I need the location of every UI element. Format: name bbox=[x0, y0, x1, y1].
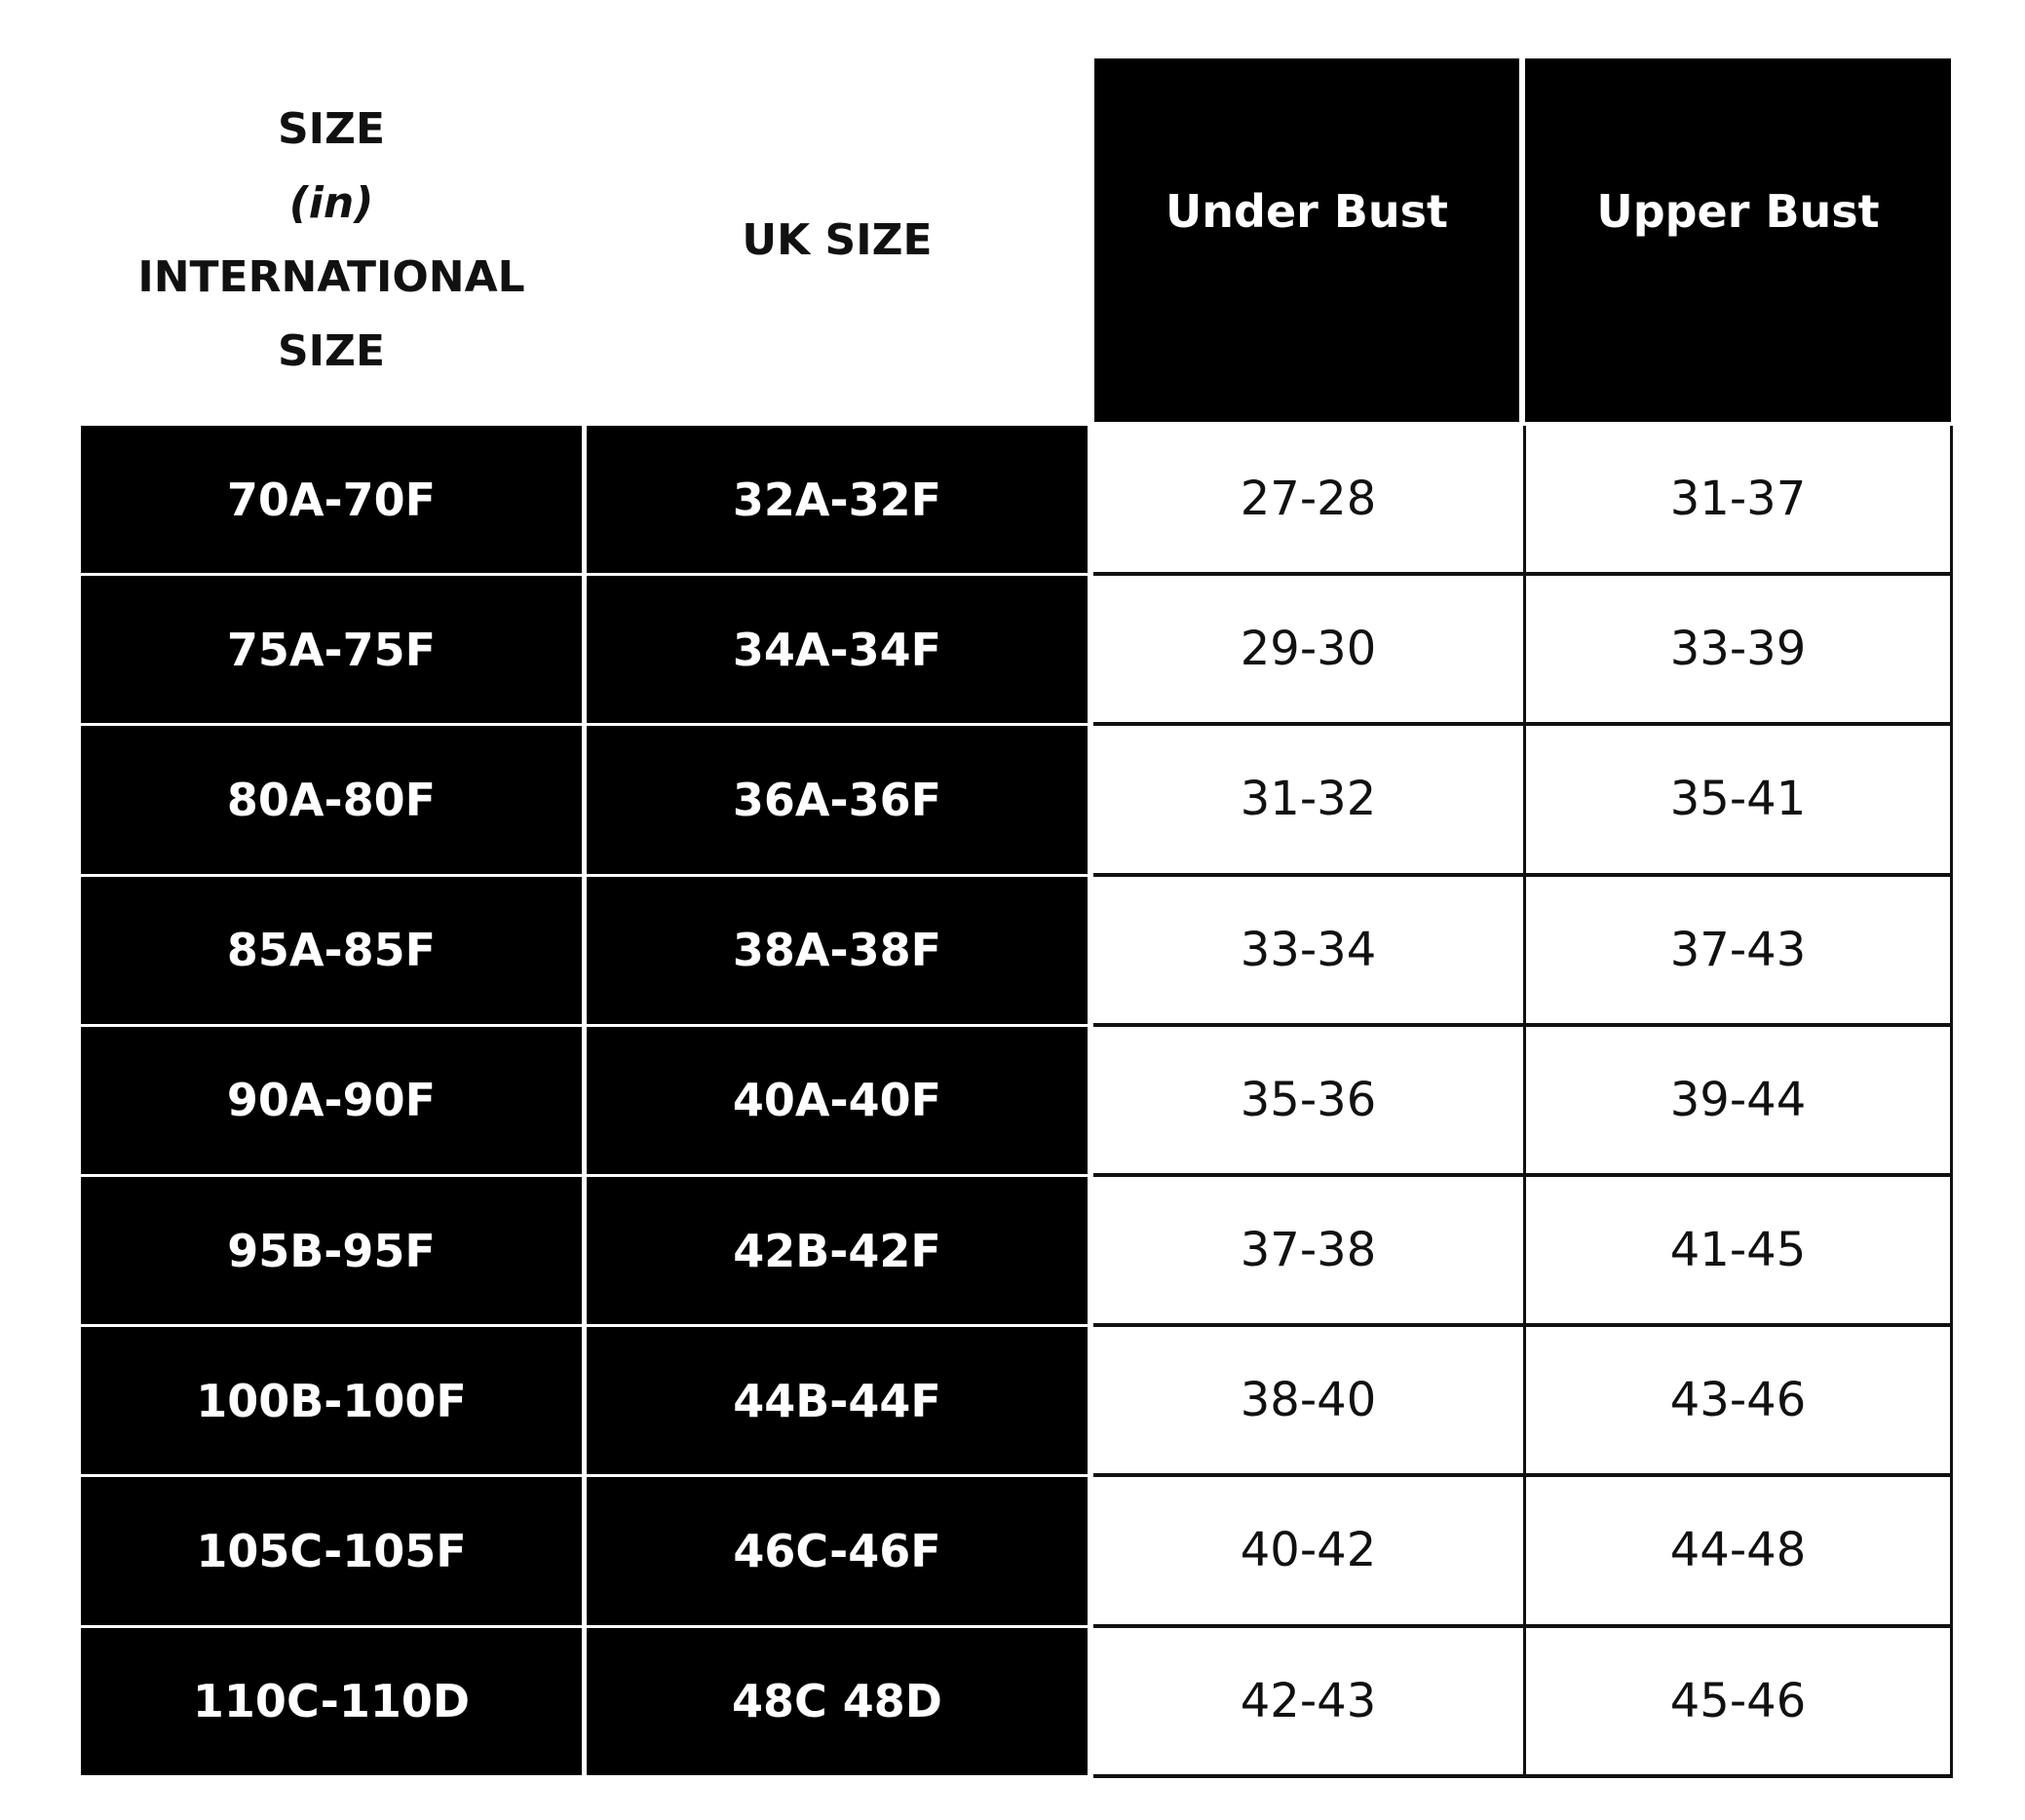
cell-under-bust: 37-38 bbox=[1093, 1177, 1523, 1328]
cell-international: 70A-70F bbox=[81, 426, 582, 574]
cell-under-bust: 27-28 bbox=[1093, 426, 1523, 577]
cell-uk: 44B-44F bbox=[587, 1327, 1088, 1475]
cell-uk: 34A-34F bbox=[587, 576, 1088, 724]
cell-international: 95B-95F bbox=[81, 1177, 582, 1325]
cell-under-bust: 33-34 bbox=[1093, 876, 1523, 1027]
cell-international: 75A-75F bbox=[81, 576, 582, 724]
cell-international: 85A-85F bbox=[81, 876, 582, 1024]
header-under-bust-label: Under Bust bbox=[1165, 184, 1449, 238]
cell-upper-bust: 45-46 bbox=[1523, 1627, 1953, 1778]
cell-international: 110C-110D bbox=[81, 1627, 582, 1775]
cell-uk: 38A-38F bbox=[587, 876, 1088, 1024]
header-line-unit: (in) bbox=[288, 177, 374, 228]
cell-uk: 32A-32F bbox=[587, 426, 1088, 574]
cell-under-bust: 40-42 bbox=[1093, 1477, 1523, 1628]
cell-under-bust: 42-43 bbox=[1093, 1627, 1523, 1778]
cell-upper-bust: 41-45 bbox=[1523, 1177, 1953, 1328]
header-upper-bust-label: Upper Bust bbox=[1596, 184, 1880, 238]
header-line: SIZE bbox=[277, 325, 386, 376]
cell-under-bust: 31-32 bbox=[1093, 726, 1523, 877]
cell-upper-bust: 35-41 bbox=[1523, 726, 1953, 877]
header-under-bust: Under Bust bbox=[1094, 58, 1519, 422]
cell-uk: 46C-46F bbox=[587, 1477, 1088, 1625]
header-uk-size: UK SIZE bbox=[587, 58, 1088, 422]
header-line: SIZE bbox=[277, 103, 386, 154]
header-international-size: SIZE (in) INTERNATIONAL SIZE bbox=[81, 58, 582, 422]
cell-uk: 40A-40F bbox=[587, 1026, 1088, 1174]
cell-international: 105C-105F bbox=[81, 1477, 582, 1625]
cell-under-bust: 35-36 bbox=[1093, 1026, 1523, 1177]
cell-international: 100B-100F bbox=[81, 1327, 582, 1475]
cell-upper-bust: 37-43 bbox=[1523, 876, 1953, 1027]
header-uk-size-label: UK SIZE bbox=[742, 214, 933, 265]
header-upper-bust: Upper Bust bbox=[1525, 58, 1951, 422]
cell-upper-bust: 43-46 bbox=[1523, 1327, 1953, 1478]
header-line: INTERNATIONAL bbox=[137, 251, 525, 302]
cell-international: 90A-90F bbox=[81, 1026, 582, 1174]
cell-under-bust: 38-40 bbox=[1093, 1327, 1523, 1478]
cell-uk: 48C 48D bbox=[587, 1627, 1088, 1775]
cell-upper-bust: 31-37 bbox=[1523, 426, 1953, 577]
cell-uk: 42B-42F bbox=[587, 1177, 1088, 1325]
cell-international: 80A-80F bbox=[81, 726, 582, 874]
cell-upper-bust: 33-39 bbox=[1523, 576, 1953, 727]
cell-upper-bust: 39-44 bbox=[1523, 1026, 1953, 1177]
cell-upper-bust: 44-48 bbox=[1523, 1477, 1953, 1628]
cell-under-bust: 29-30 bbox=[1093, 576, 1523, 727]
cell-uk: 36A-36F bbox=[587, 726, 1088, 874]
